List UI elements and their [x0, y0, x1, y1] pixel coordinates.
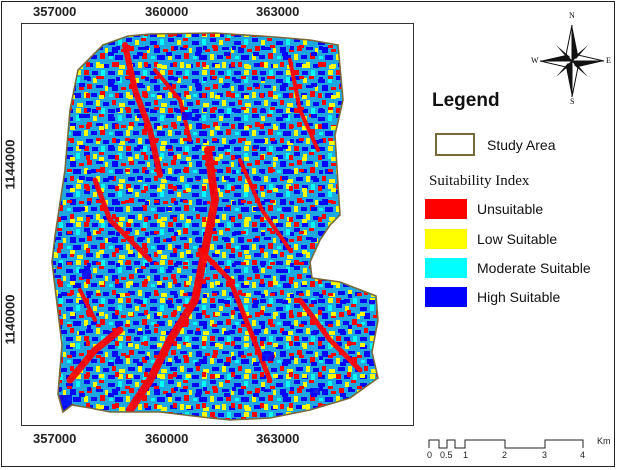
legend-swatch [425, 229, 467, 249]
north-arrow: N S E W [530, 11, 614, 107]
legend-swatch [425, 287, 467, 307]
bottom-coord-1: 357000 [33, 431, 77, 446]
legend-label: Moderate Suitable [477, 260, 591, 276]
top-coord-1: 357000 [33, 4, 77, 19]
scale-tick-2: 1 [463, 450, 469, 460]
scale-unit: Km [597, 436, 611, 446]
study-area-boundary [51, 32, 379, 421]
study-area-label: Study Area [487, 137, 556, 153]
scale-tick-3: 2 [502, 450, 508, 460]
scale-tick-1: 0.5 [440, 450, 453, 460]
legend-swatch [425, 199, 467, 219]
scale-tick-0: 0 [427, 450, 433, 460]
east-label: E [606, 56, 611, 65]
legend-swatch [425, 258, 467, 278]
scale-tick-5: 4 [580, 450, 586, 460]
suitability-index-title: Suitability Index [429, 173, 530, 189]
scale-bar: 0 0.5 1 2 3 4 Km [425, 436, 615, 466]
south-label: S [570, 97, 575, 106]
top-coord-2: 360000 [145, 4, 189, 19]
legend-label: High Suitable [477, 289, 561, 305]
legend-label: Unsuitable [477, 201, 544, 217]
scale-tick-4: 3 [542, 450, 548, 460]
north-label: N [569, 11, 575, 20]
west-label: W [531, 56, 539, 65]
top-coord-3: 363000 [256, 4, 300, 19]
bottom-coord-3: 363000 [256, 431, 300, 446]
study-area-swatch [435, 133, 475, 156]
legend-title: Legend [432, 90, 500, 111]
bottom-coord-2: 360000 [145, 431, 189, 446]
legend-label: Low Suitable [477, 231, 558, 247]
